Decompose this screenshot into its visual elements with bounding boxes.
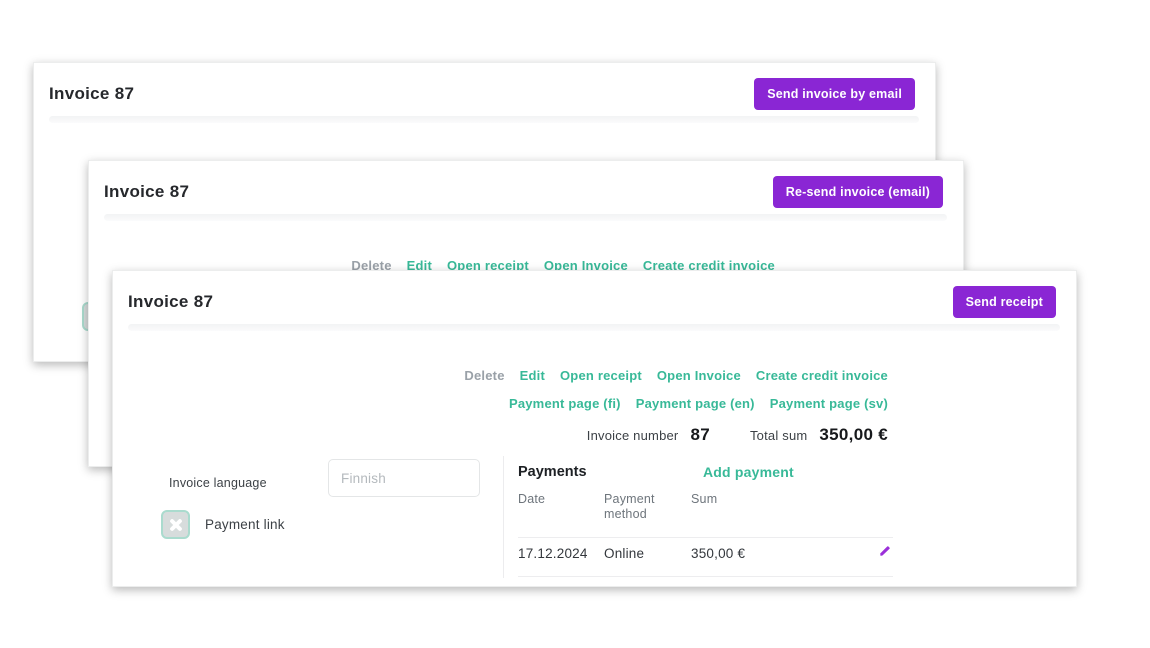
payment-sum: 350,00 € xyxy=(691,546,746,561)
invoice-language-input[interactable] xyxy=(328,459,480,497)
payment-page-fi-link[interactable]: Payment page (fi) xyxy=(508,396,621,411)
card-body: Invoice language Payment link Payments A… xyxy=(113,456,1076,586)
column-header-date: Date xyxy=(518,492,546,506)
payment-method: Online xyxy=(604,546,645,561)
invoice-card-front: Invoice 87 Send receipt Delete Edit Open… xyxy=(112,270,1077,587)
create-credit-invoice-link[interactable]: Create credit invoice xyxy=(755,368,888,383)
page-title: Invoice 87 xyxy=(104,182,190,201)
actions-row: Delete Edit Open receipt Open Invoice Cr… xyxy=(464,368,888,383)
page-title: Invoice 87 xyxy=(49,84,135,103)
card-header: Invoice 87 Re-send invoice (email) xyxy=(104,171,943,213)
open-invoice-link[interactable]: Open Invoice xyxy=(656,368,741,383)
page-title: Invoice 87 xyxy=(128,292,214,311)
primary-action-button[interactable]: Re-send invoice (email) xyxy=(772,176,943,208)
pencil-icon[interactable] xyxy=(878,544,892,558)
open-invoice-link[interactable]: Open Invoice xyxy=(543,258,628,273)
open-receipt-link[interactable]: Open receipt xyxy=(447,258,529,273)
card-header: Invoice 87 Send receipt xyxy=(128,281,1056,323)
total-sum-value: 350,00 € xyxy=(819,425,888,444)
payments-section: Payments Add payment Date Payment method… xyxy=(518,456,903,586)
invoice-language-label: Invoice language xyxy=(169,476,267,490)
primary-action-button[interactable]: Send invoice by email xyxy=(754,78,915,110)
header-divider xyxy=(104,214,947,221)
payment-link-label: Payment link xyxy=(205,517,285,532)
create-credit-invoice-link[interactable]: Create credit invoice xyxy=(642,258,775,273)
payment-page-en-link[interactable]: Payment page (en) xyxy=(635,396,755,411)
payment-link-checkbox[interactable] xyxy=(161,510,190,539)
header-divider xyxy=(128,324,1060,331)
payment-date: 17.12.2024 xyxy=(518,546,588,561)
payments-title: Payments xyxy=(518,464,587,480)
total-sum-label: Total sum xyxy=(749,428,808,443)
add-payment-link[interactable]: Add payment xyxy=(703,464,794,480)
delete-link[interactable]: Delete xyxy=(464,368,505,383)
card-header: Invoice 87 Send invoice by email xyxy=(49,73,915,115)
primary-action-button[interactable]: Send receipt xyxy=(952,286,1056,318)
payment-pages-row: Payment page (fi) Payment page (en) Paym… xyxy=(509,396,888,411)
delete-link[interactable]: Delete xyxy=(351,258,392,273)
invoice-number-label: Invoice number xyxy=(586,428,679,443)
open-receipt-link[interactable]: Open receipt xyxy=(560,368,642,383)
x-mark-icon xyxy=(163,512,188,537)
column-header-sum: Sum xyxy=(691,492,718,506)
invoice-summary: Invoice number 87 Total sum 350,00 € xyxy=(587,425,888,445)
actions-row: Delete Edit Open receipt Open Invoice Cr… xyxy=(351,258,775,273)
edit-link[interactable]: Edit xyxy=(406,258,432,273)
invoice-actions: Delete Edit Open receipt Open Invoice Cr… xyxy=(464,368,888,445)
edit-link[interactable]: Edit xyxy=(519,368,545,383)
body-divider xyxy=(503,456,504,578)
table-divider xyxy=(518,537,893,538)
table-divider xyxy=(518,576,893,577)
column-header-method: Payment method xyxy=(604,492,655,521)
header-divider xyxy=(49,116,919,123)
payment-page-sv-link[interactable]: Payment page (sv) xyxy=(769,396,888,411)
invoice-number-value: 87 xyxy=(690,425,710,444)
